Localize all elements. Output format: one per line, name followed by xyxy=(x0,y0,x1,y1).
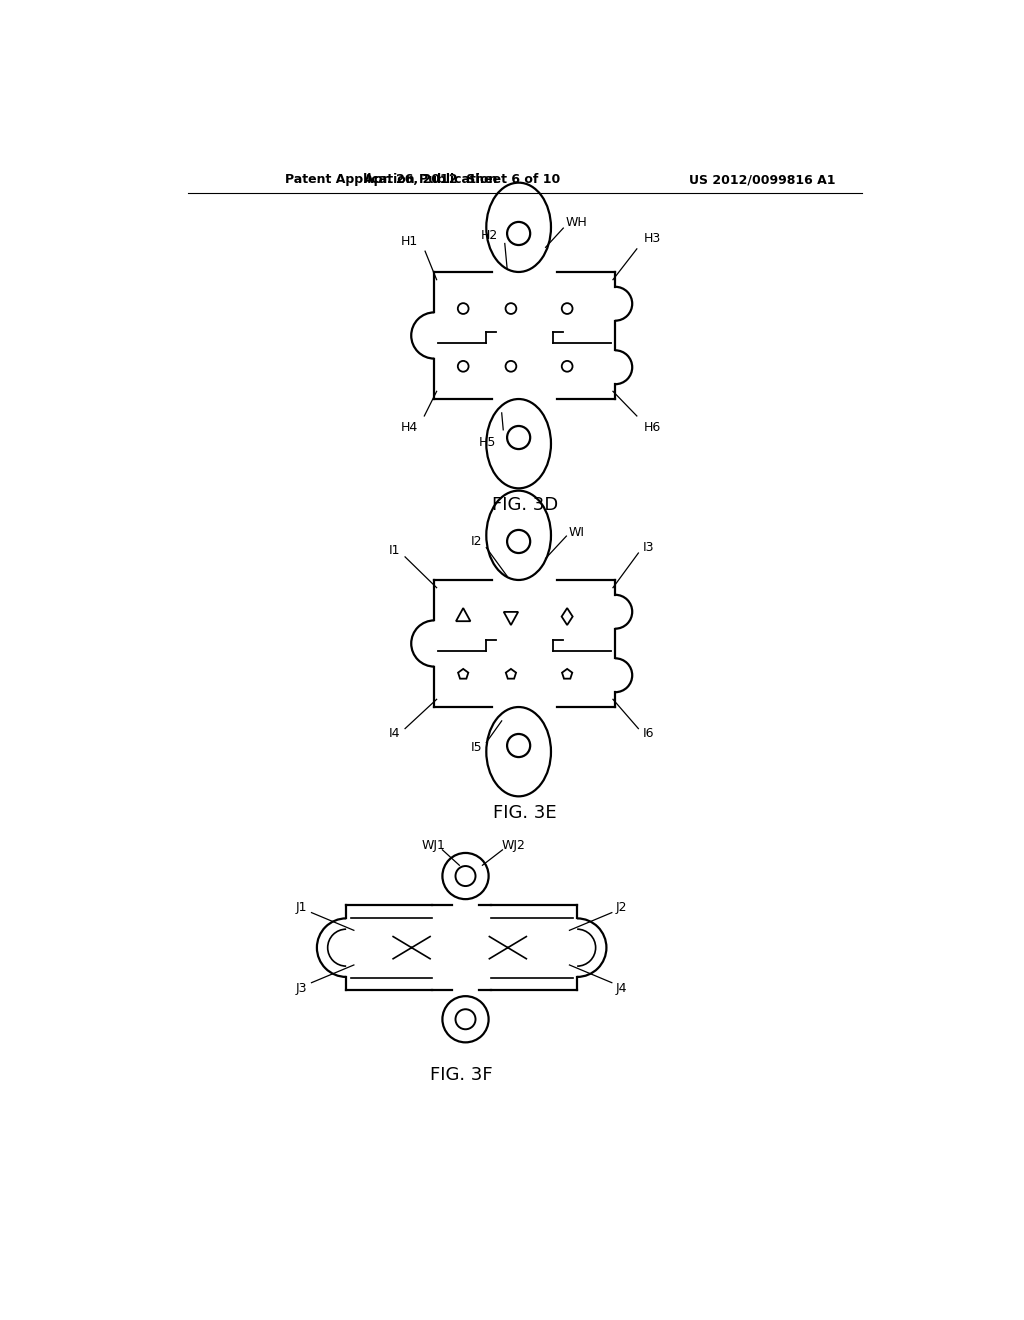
Text: I5: I5 xyxy=(470,741,482,754)
Text: FIG. 3F: FIG. 3F xyxy=(430,1065,493,1084)
Text: WI: WI xyxy=(568,525,585,539)
Text: Apr. 26, 2012  Sheet 6 of 10: Apr. 26, 2012 Sheet 6 of 10 xyxy=(364,173,560,186)
Text: Patent Application Publication: Patent Application Publication xyxy=(285,173,497,186)
Text: FIG. 3E: FIG. 3E xyxy=(493,804,557,822)
Text: J2: J2 xyxy=(616,900,628,913)
Text: I3: I3 xyxy=(643,541,654,554)
Text: I2: I2 xyxy=(471,535,482,548)
Text: H6: H6 xyxy=(644,421,660,434)
Text: WJ1: WJ1 xyxy=(421,838,445,851)
Text: J1: J1 xyxy=(296,900,307,913)
Text: H2: H2 xyxy=(480,230,498,243)
Text: H5: H5 xyxy=(479,437,497,449)
Text: J3: J3 xyxy=(296,982,307,994)
Text: WJ2: WJ2 xyxy=(502,838,525,851)
Text: US 2012/0099816 A1: US 2012/0099816 A1 xyxy=(689,173,836,186)
Text: H3: H3 xyxy=(644,232,660,246)
Text: J4: J4 xyxy=(616,982,628,994)
Text: I4: I4 xyxy=(388,727,400,741)
Text: WH: WH xyxy=(565,216,588,230)
Text: FIG. 3D: FIG. 3D xyxy=(492,496,558,515)
Text: I1: I1 xyxy=(388,544,400,557)
Text: I6: I6 xyxy=(643,727,654,741)
Text: H1: H1 xyxy=(401,235,419,248)
Text: H4: H4 xyxy=(400,421,418,434)
